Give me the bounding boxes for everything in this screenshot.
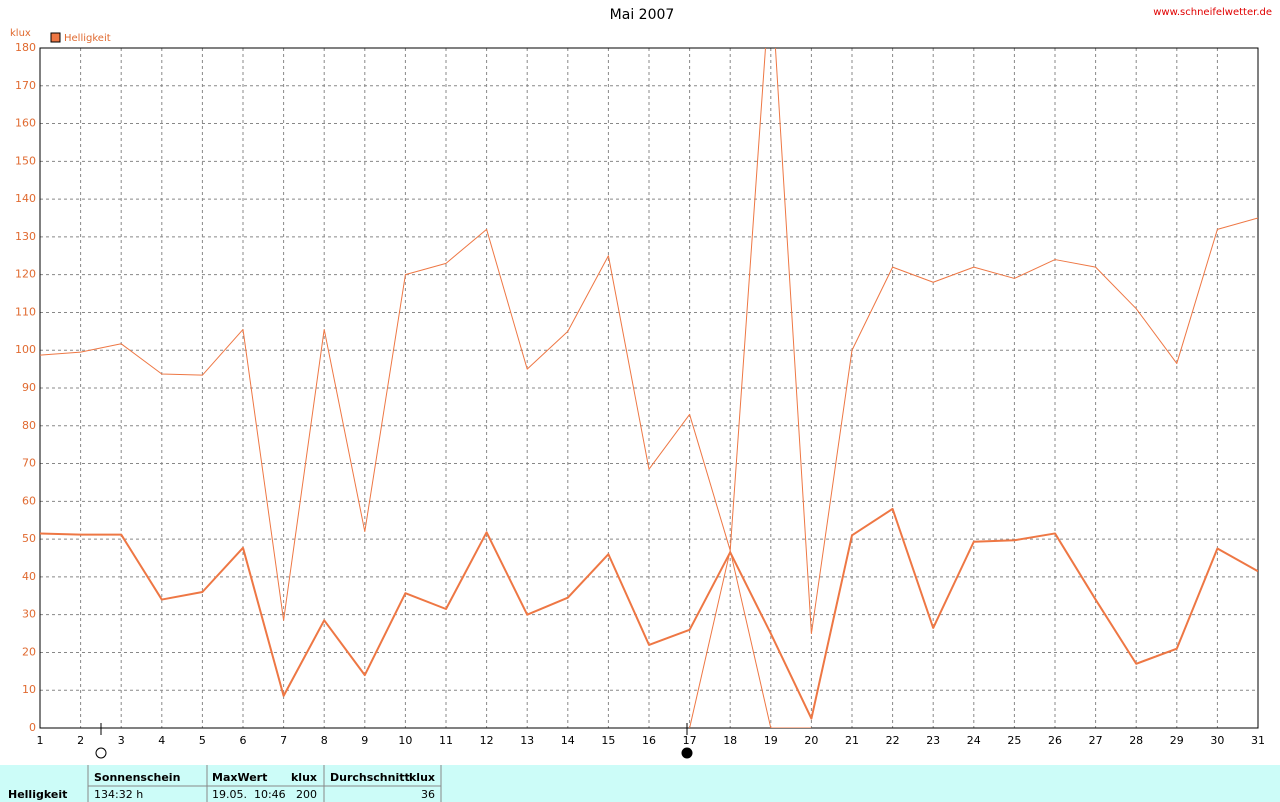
header: MaxWert (212, 771, 267, 784)
x-tick-label: 9 (361, 734, 368, 747)
y-tick-label: 150 (15, 154, 36, 167)
x-tick-label: 11 (439, 734, 453, 747)
source: www.schneifelwetter.de (1153, 7, 1272, 18)
x-tick-label: 26 (1048, 734, 1062, 747)
header: Durchschnitt (330, 771, 410, 784)
x-tick-label: 7 (280, 734, 287, 747)
y-tick-label: 100 (15, 343, 36, 356)
y-tick-label: 50 (22, 532, 36, 545)
y-tick-label: 180 (15, 41, 36, 54)
x-tick-label: 4 (158, 734, 165, 747)
chart-title: Mai 2007 (610, 7, 675, 23)
x-tick-label: 30 (1210, 734, 1224, 747)
x-tick-label: 16 (642, 734, 656, 747)
x-tick-label: 28 (1129, 734, 1143, 747)
x-tick-label: 8 (321, 734, 328, 747)
full-moon (95, 747, 107, 759)
header: klux (409, 771, 435, 784)
x-tick-label: 31 (1251, 734, 1265, 747)
series-line (40, 48, 1258, 635)
y-tick-label: 0 (29, 721, 36, 734)
x-tick-label: 19 (764, 734, 778, 747)
y-tick-label: 90 (22, 381, 36, 394)
row-label: Helligkeit (8, 788, 67, 801)
cell: 134:32 h (94, 788, 143, 801)
x-tick-label: 27 (1089, 734, 1103, 747)
x-tick-label: 20 (804, 734, 818, 747)
y-tick-label: 60 (22, 494, 36, 507)
y-tick-label: 170 (15, 79, 36, 92)
x-tick-label: 3 (118, 734, 125, 747)
x-tick-label: 14 (561, 734, 575, 747)
x-tick-label: 6 (240, 734, 247, 747)
new-moon (681, 747, 693, 759)
x-tick-label: 23 (926, 734, 940, 747)
x-tick-label: 15 (601, 734, 615, 747)
x-tick-label: 21 (845, 734, 859, 747)
y-tick-label: 110 (15, 305, 36, 318)
x-tick-label: 29 (1170, 734, 1184, 747)
y-tick-label: 140 (15, 192, 36, 205)
y-tick-label: 20 (22, 645, 36, 658)
y-tick-label: 40 (22, 570, 36, 583)
y-tick-label: 30 (22, 608, 36, 621)
cell: 36 (421, 788, 435, 801)
y-tick-label: 80 (22, 419, 36, 432)
y-tick-label: 120 (15, 268, 36, 281)
x-tick-label: 2 (77, 734, 84, 747)
x-tick-label: 1 (37, 734, 44, 747)
y-tick-label: 70 (22, 457, 36, 470)
y-tick-label: 130 (15, 230, 36, 243)
cell: 200 (296, 788, 317, 801)
legend-swatch (50, 32, 61, 43)
x-tick-label: 25 (1007, 734, 1021, 747)
header: Sonnenschein (94, 771, 180, 784)
x-tick-label: 22 (886, 734, 900, 747)
cell: 19.05. 10:46 (212, 788, 286, 801)
series-line (40, 507, 1258, 720)
y-tick-label: 160 (15, 117, 36, 130)
x-tick-label: 5 (199, 734, 206, 747)
legend-label: Helligkeit (64, 33, 111, 44)
series-line (689, 549, 812, 728)
plot-frame (39, 47, 1259, 729)
x-tick-label: 13 (520, 734, 534, 747)
x-tick-label: 17 (683, 734, 697, 747)
y-axis-label: klux (10, 28, 31, 39)
x-tick-label: 10 (398, 734, 412, 747)
summary-table (0, 765, 1280, 802)
x-tick-label: 18 (723, 734, 737, 747)
header: klux (291, 771, 317, 784)
x-tick-label: 24 (967, 734, 981, 747)
x-tick-label: 12 (480, 734, 494, 747)
y-tick-label: 10 (22, 683, 36, 696)
